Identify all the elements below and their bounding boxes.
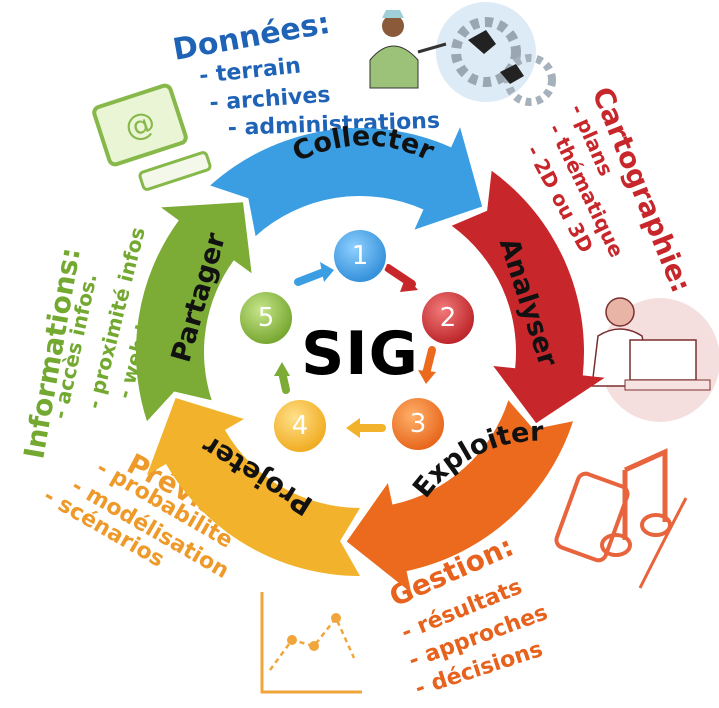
step-number-3: 3 bbox=[410, 409, 427, 439]
segment-analyser bbox=[451, 170, 605, 424]
step-number-5: 5 bbox=[258, 303, 275, 333]
step-number-1: 1 bbox=[352, 241, 369, 271]
computer-email-icon: @ bbox=[92, 83, 212, 191]
segment-collecter bbox=[210, 127, 483, 237]
step-circle-5 bbox=[238, 290, 294, 346]
gears-icon bbox=[436, 2, 556, 106]
cartographie-title: Cartographie: bbox=[586, 82, 698, 297]
segment-partager bbox=[136, 202, 252, 422]
step-circle-3 bbox=[390, 396, 446, 452]
cycle-ring bbox=[136, 127, 605, 593]
segment-projeter bbox=[146, 397, 360, 576]
phone-music-icon bbox=[554, 448, 688, 589]
person-presenting-icon bbox=[369, 10, 447, 89]
person-at-computer-icon bbox=[591, 297, 719, 422]
step-circle-4 bbox=[272, 398, 328, 454]
inner-arrows bbox=[274, 262, 436, 438]
chart-icon bbox=[260, 592, 362, 694]
donnees-item-2: - archives bbox=[209, 83, 332, 116]
center-label: SIG bbox=[301, 319, 419, 389]
segment-exploiter bbox=[346, 400, 574, 593]
step-number-4: 4 bbox=[292, 411, 309, 441]
step-circles: 1 2 3 4 5 bbox=[238, 228, 476, 454]
step-number-2: 2 bbox=[440, 303, 457, 333]
step-circle-2 bbox=[420, 290, 476, 346]
step-circle-1 bbox=[332, 228, 388, 284]
